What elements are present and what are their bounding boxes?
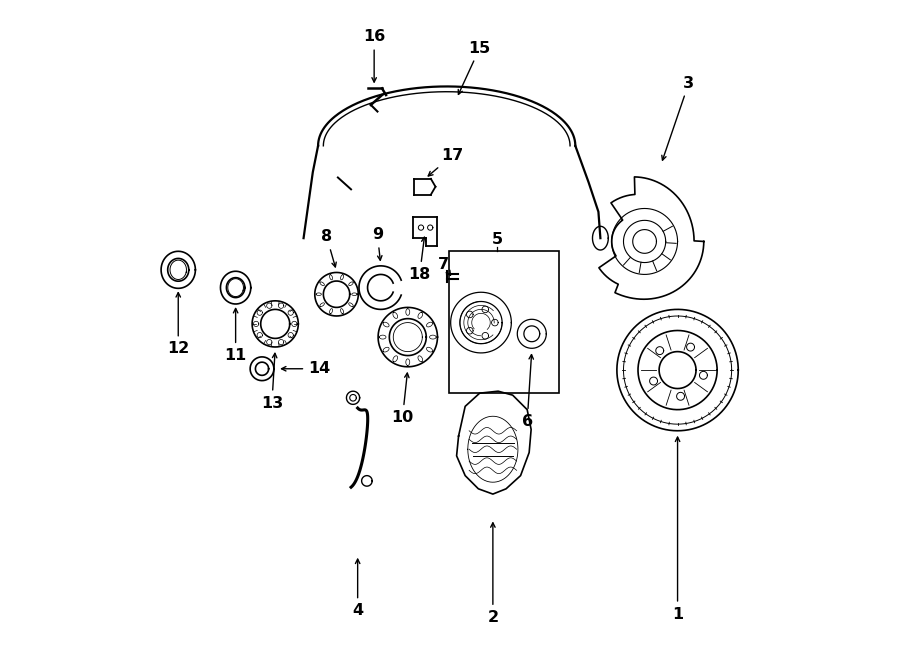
Text: 5: 5 — [492, 232, 503, 247]
Text: 8: 8 — [321, 229, 337, 267]
Bar — [449, 251, 560, 393]
Text: 16: 16 — [363, 30, 385, 82]
Text: 1: 1 — [672, 437, 683, 621]
Text: 17: 17 — [428, 148, 464, 176]
Text: 13: 13 — [261, 353, 283, 410]
Text: 7: 7 — [437, 257, 451, 276]
Text: 9: 9 — [372, 227, 383, 260]
Text: 15: 15 — [458, 41, 491, 95]
Text: 11: 11 — [224, 309, 247, 363]
Text: 4: 4 — [352, 559, 364, 618]
Text: 18: 18 — [409, 237, 431, 282]
Text: 2: 2 — [487, 523, 499, 625]
Text: 12: 12 — [167, 293, 189, 356]
Text: 10: 10 — [392, 373, 414, 425]
Text: 6: 6 — [522, 354, 534, 429]
Text: 3: 3 — [662, 75, 694, 160]
Text: 14: 14 — [282, 362, 330, 376]
